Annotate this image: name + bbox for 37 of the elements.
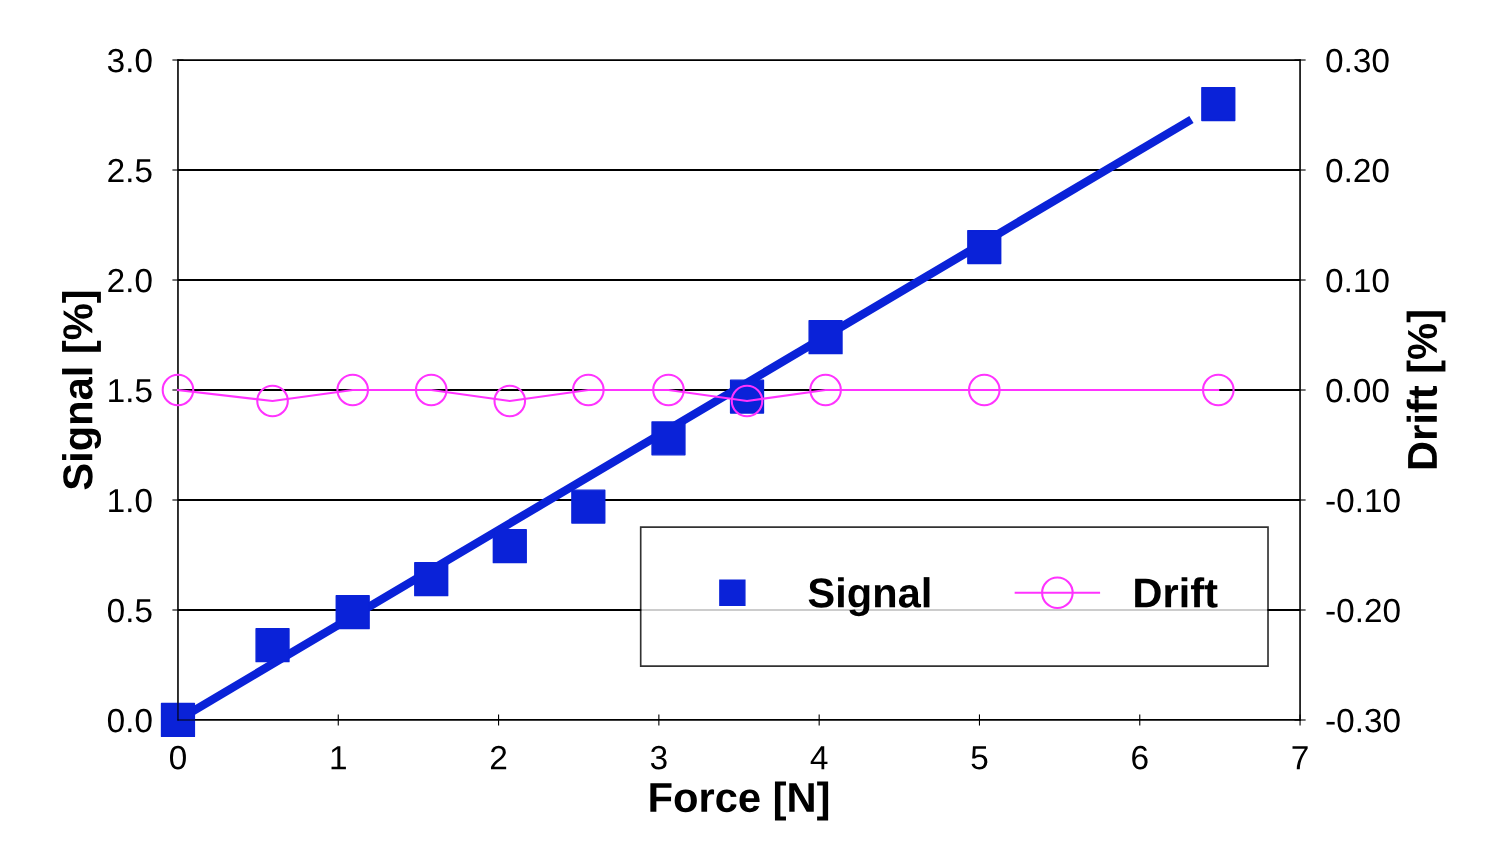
y-tick-label: 3.0 — [107, 48, 152, 73]
point — [1201, 86, 1236, 122]
point — [492, 529, 527, 564]
y2-tick-label: -0.10 — [1326, 488, 1400, 513]
y2-tick-label: 0.10 — [1326, 268, 1389, 293]
y-tick-label: 1.0 — [109, 488, 152, 513]
point — [160, 702, 196, 738]
y-tick-label: 0.5 — [107, 598, 152, 623]
x-tick-label: 3 — [650, 745, 667, 770]
x-tick-label: 0 — [170, 745, 186, 770]
point — [571, 489, 606, 524]
y-tick-label: 2.0 — [108, 268, 152, 293]
x-tick-label: 1 — [331, 746, 346, 770]
y2-tick-label: -0.20 — [1326, 598, 1400, 623]
point — [335, 595, 370, 630]
point — [414, 562, 449, 597]
y-tick-label: 0.0 — [107, 708, 152, 733]
y-axis-title: Signal [%] — [62, 291, 102, 490]
x-tick-label: 2 — [490, 745, 507, 770]
point — [808, 320, 843, 355]
x-tick-label: 7 — [1292, 746, 1308, 770]
x-tick-label: 4 — [810, 746, 828, 770]
x-axis-title: Force [N] — [650, 781, 829, 821]
x-tick-label: 6 — [1132, 745, 1148, 770]
legend-label: Signal — [808, 577, 930, 617]
y-tick-label: 2.5 — [108, 158, 152, 183]
y2-axis-title: Drift [%] — [1406, 311, 1446, 469]
point — [651, 421, 686, 456]
y2-tick-label: 0.30 — [1326, 48, 1389, 73]
point — [967, 229, 1002, 265]
y2-tick-label: -0.30 — [1326, 708, 1400, 733]
x-tick-label: 5 — [971, 746, 988, 770]
legend-label: Drift — [1135, 577, 1218, 608]
y2-tick-label: 0.00 — [1326, 378, 1389, 403]
point — [255, 628, 290, 663]
y2-tick-label: 0.20 — [1326, 158, 1389, 183]
y-tick-label: 1.5 — [109, 379, 152, 403]
